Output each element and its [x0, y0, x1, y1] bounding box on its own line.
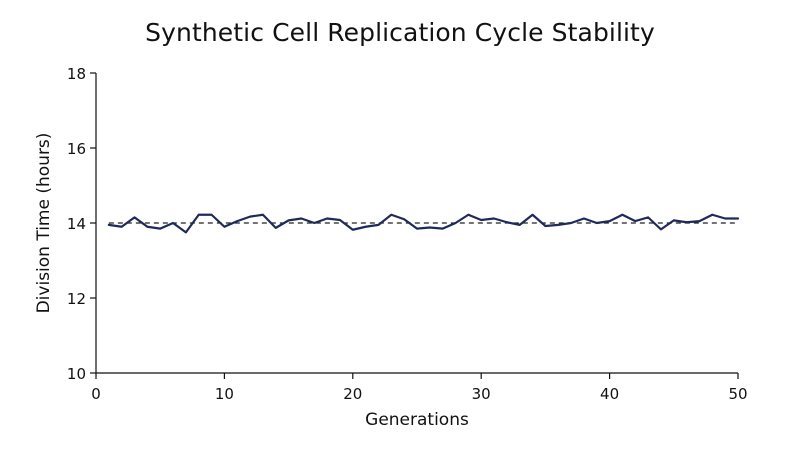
- y-tick-label: 10: [67, 365, 86, 383]
- x-axis-label: Generations: [365, 410, 469, 430]
- y-tick-label: 14: [67, 215, 86, 233]
- y-tick-label: 18: [67, 65, 86, 83]
- y-tick-label: 12: [67, 290, 86, 308]
- ticks-group: 0 10 20 30 40 50 10 12 14 16 18: [67, 65, 748, 403]
- x-tick-label: 40: [600, 385, 619, 403]
- x-tick-label: 50: [728, 385, 747, 403]
- plot-group: [107, 213, 740, 234]
- x-tick-label: 10: [215, 385, 234, 403]
- chart-title: Synthetic Cell Replication Cycle Stabili…: [145, 18, 655, 47]
- x-tick-label: 20: [343, 385, 362, 403]
- x-tick-label: 30: [472, 385, 491, 403]
- x-tick-label: 0: [91, 385, 101, 403]
- y-tick-label: 16: [67, 140, 86, 158]
- series-line: [107, 213, 740, 234]
- y-axis-label: Division Time (hours): [34, 133, 54, 314]
